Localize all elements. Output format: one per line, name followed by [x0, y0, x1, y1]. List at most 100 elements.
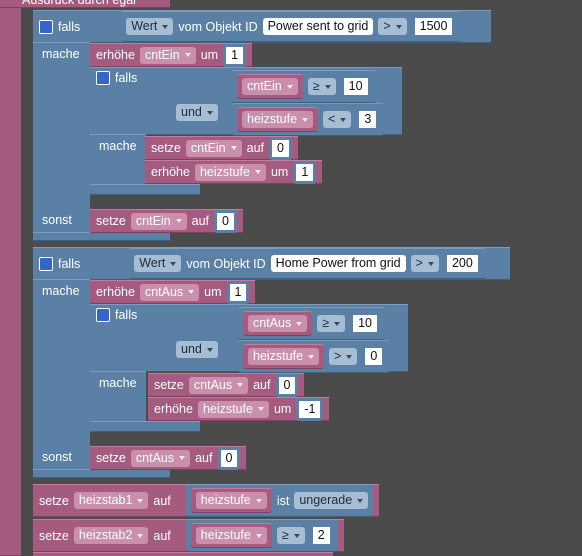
dropdown-arrow — [188, 290, 195, 294]
dropdown[interactable]: cntEin — [185, 139, 242, 157]
dropdown-arrow — [137, 533, 144, 538]
number-field[interactable]: 1 — [223, 43, 247, 67]
set-block: setze heizstab2 auf heizstufe ≥2 — [33, 519, 344, 552]
dropdown-arrow — [286, 84, 293, 89]
dropdown[interactable]: heizstab2 — [73, 527, 149, 544]
inner-if-strip — [90, 134, 146, 186]
label: falls — [58, 19, 81, 34]
dropdown-text: und — [181, 342, 202, 356]
label: setze — [151, 141, 181, 155]
statement-block: setze cntAus auf 0 — [90, 446, 247, 470]
number-field[interactable]: 0 — [217, 446, 241, 470]
text-field[interactable]: Power sent to grid — [262, 18, 374, 35]
dropdown[interactable]: > — [410, 255, 439, 272]
label: falls — [115, 308, 138, 322]
number-field[interactable]: 10 — [350, 312, 380, 335]
label: auf — [153, 493, 171, 508]
number-field[interactable]: 3 — [356, 108, 380, 131]
number-field[interactable]: 200 — [443, 252, 481, 275]
dropdown-text: ungerade — [299, 493, 353, 507]
outer-header: Ausdruck durch egal — [0, 0, 170, 8]
dropdown[interactable]: cntAus — [139, 283, 200, 301]
dropdown[interactable]: > — [378, 18, 407, 35]
dropdown[interactable]: cntAus — [248, 315, 308, 332]
label: um — [204, 285, 222, 299]
dropdown[interactable]: ≥ — [276, 527, 305, 544]
dropdown-text: heizstufe — [247, 112, 298, 126]
number-field[interactable]: 1 — [293, 160, 317, 184]
dropdown-arrow — [324, 84, 331, 89]
dropdown[interactable]: heizstufe — [195, 492, 267, 509]
dropdown-text: heizstufe — [202, 401, 253, 416]
inner-if-header: falls — [90, 67, 143, 89]
dropdown[interactable]: cntEin — [130, 212, 187, 230]
label: um — [200, 48, 219, 62]
dropdown[interactable]: heizstufe — [242, 111, 314, 128]
number-field[interactable]: 0 — [214, 209, 237, 233]
statement-block: erhöhe cntAus um 1 — [90, 280, 256, 304]
statement-block: setze cntEin auf 0 — [90, 209, 243, 233]
dropdown-text: cntAus — [253, 316, 292, 330]
mutator-icon[interactable] — [96, 308, 110, 322]
variable-block: heizstufe — [190, 523, 272, 548]
label: ist — [276, 493, 290, 508]
dropdown-arrow — [206, 347, 213, 352]
dropdown[interactable]: und — [176, 341, 218, 358]
dropdown[interactable]: > — [329, 348, 358, 365]
dropdown-text: ≥ — [281, 528, 289, 542]
dropdown[interactable]: und — [176, 104, 218, 121]
dropdown[interactable]: heizstufe — [197, 400, 269, 418]
mutator-icon[interactable] — [96, 71, 110, 85]
dropdown-text: Wert — [139, 256, 166, 270]
number-field[interactable]: 0 — [275, 373, 299, 397]
dropdown[interactable]: heizstufe — [194, 163, 266, 181]
dropdown-text: und — [181, 105, 202, 119]
dropdown[interactable]: Wert — [126, 18, 174, 35]
mutator-icon[interactable] — [39, 256, 53, 271]
dropdown[interactable]: heizstufe — [195, 527, 267, 544]
dropdown[interactable]: cntAus — [188, 376, 249, 394]
dropdown[interactable]: cntEin — [139, 46, 196, 64]
label: setze — [39, 528, 69, 543]
number-field[interactable]: 1 — [226, 280, 250, 304]
number-field[interactable]: 1500 — [411, 15, 456, 38]
mutator-icon[interactable] — [39, 19, 53, 34]
inner-if-bottom — [90, 184, 200, 195]
dropdown[interactable]: ≥ — [317, 315, 346, 332]
next-block — [33, 552, 333, 556]
label: falls — [115, 71, 138, 85]
dropdown-text: heizstufe — [253, 349, 304, 363]
number-field[interactable]: 10 — [340, 75, 371, 98]
label: setze — [154, 378, 184, 392]
number-field[interactable]: 2 — [309, 524, 333, 547]
number-field[interactable]: 0 — [269, 136, 292, 160]
dropdown-arrow — [334, 321, 341, 326]
if-header: falls Wert vom Objekt ID Power sent to grid… — [33, 10, 466, 43]
label: mache — [42, 284, 80, 298]
dropdown-text: cntEin — [190, 140, 226, 155]
dropdown-arrow — [137, 498, 144, 503]
number-field[interactable]: -1 — [296, 397, 324, 421]
dropdown[interactable]: heizstufe — [248, 348, 320, 365]
dropdown[interactable]: cntEin — [242, 78, 298, 95]
label: mache — [99, 376, 137, 390]
variable-block: cntAus — [243, 311, 313, 336]
label: vom Objekt ID — [186, 256, 266, 271]
dropdown[interactable]: heizstab1 — [73, 492, 149, 509]
statement-block: erhöhe heizstufe um -1 — [148, 397, 330, 421]
dropdown[interactable]: < — [323, 111, 352, 128]
dropdown-text: heizstufe — [199, 164, 250, 179]
number-field[interactable]: 0 — [362, 345, 386, 368]
dropdown[interactable]: ≥ — [307, 78, 336, 95]
condition-block: Wert vom Objekt ID Home Power from grid >20… — [129, 248, 486, 279]
dropdown[interactable]: ungerade — [294, 492, 369, 509]
logic-block: heizstufe ist ungerade — [185, 484, 374, 517]
dropdown[interactable]: Wert — [134, 255, 182, 272]
if-bottom — [33, 469, 170, 478]
dropdown-text: Wert — [131, 19, 158, 33]
dropdown-arrow — [296, 321, 303, 326]
label: erhöhe — [96, 285, 135, 299]
dropdown[interactable]: cntAus — [130, 449, 191, 467]
text-field[interactable]: Home Power from grid — [270, 255, 406, 272]
